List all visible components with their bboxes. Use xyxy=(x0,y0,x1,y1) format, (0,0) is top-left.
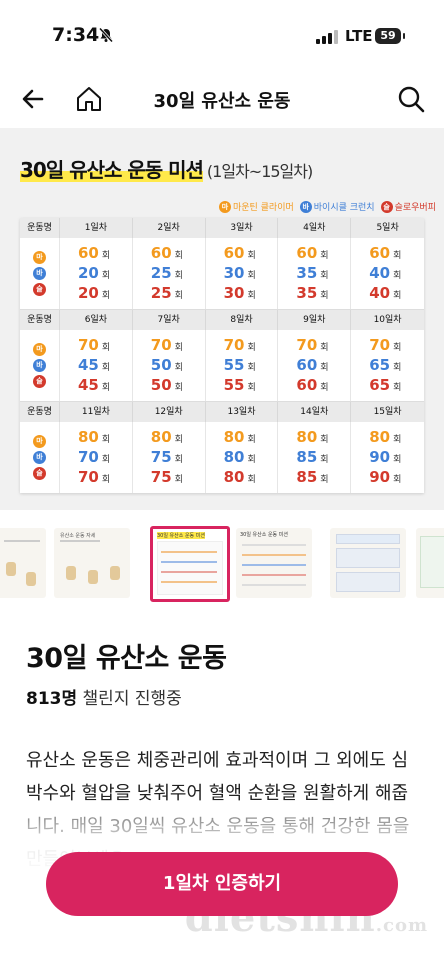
mission-image: 30일 유산소 운동 미션 (1일차~15일차) 마 마운틴 클라이머 바 바이시클 … xyxy=(0,128,444,510)
search-icon[interactable] xyxy=(396,84,426,114)
slow-burpee-badge: 슬 xyxy=(380,200,393,213)
thumbnail-3-selected[interactable]: 30일 유산소 운동 미션 xyxy=(150,526,230,602)
thumbnail-6[interactable] xyxy=(416,528,444,598)
thumbnail-4[interactable]: 30일 유산소 운동 미션 xyxy=(236,528,312,598)
certify-day-button[interactable]: 1일차 인증하기 xyxy=(46,852,398,916)
thumbnail-2[interactable]: 유산소 운동 자세 xyxy=(54,528,130,598)
image-thumbnail-strip: 유산소 운동 자세 30일 유산소 운동 미션 30일 유산소 운동 미션 xyxy=(0,526,444,604)
battery-icon: 59 xyxy=(375,28,405,44)
challenge-title: 30일 유산소 운동 xyxy=(26,643,227,674)
exercise-legend: 마 마운틴 클라이머 바 바이시클 크런치 슬 슬로우버피 xyxy=(218,200,436,213)
back-arrow-icon[interactable] xyxy=(18,84,48,114)
mountain-climber-badge: 마 xyxy=(218,200,231,213)
page-title: 30일 유산소 운동 xyxy=(153,91,291,112)
network-type: LTE xyxy=(345,27,373,45)
bell-mute-icon xyxy=(98,27,114,43)
thumbnail-5[interactable] xyxy=(330,528,406,598)
mission-title: 30일 유산소 운동 미션 (1일차~15일차) xyxy=(20,158,313,182)
status-time: 7:34 xyxy=(52,24,100,46)
bicycle-crunch-badge: 바 xyxy=(299,200,312,213)
table-header-row: 운동명 6일차 7일차 8일차 9일차 10일차 xyxy=(20,310,424,330)
signal-icon xyxy=(316,30,338,44)
participant-count: 813명 챌린지 진행중 xyxy=(26,689,182,709)
thumbnail-1[interactable] xyxy=(0,528,46,598)
status-bar: 7:34 LTE 59 xyxy=(0,0,444,70)
table-header-row: 운동명 1일차 2일차 3일차 4일차 5일차 xyxy=(20,218,424,238)
home-icon[interactable] xyxy=(74,84,104,114)
table-header-row: 운동명 11일차 12일차 13일차 14일차 15일차 xyxy=(20,402,424,422)
top-nav-bar: 30일 유산소 운동 xyxy=(0,70,444,128)
